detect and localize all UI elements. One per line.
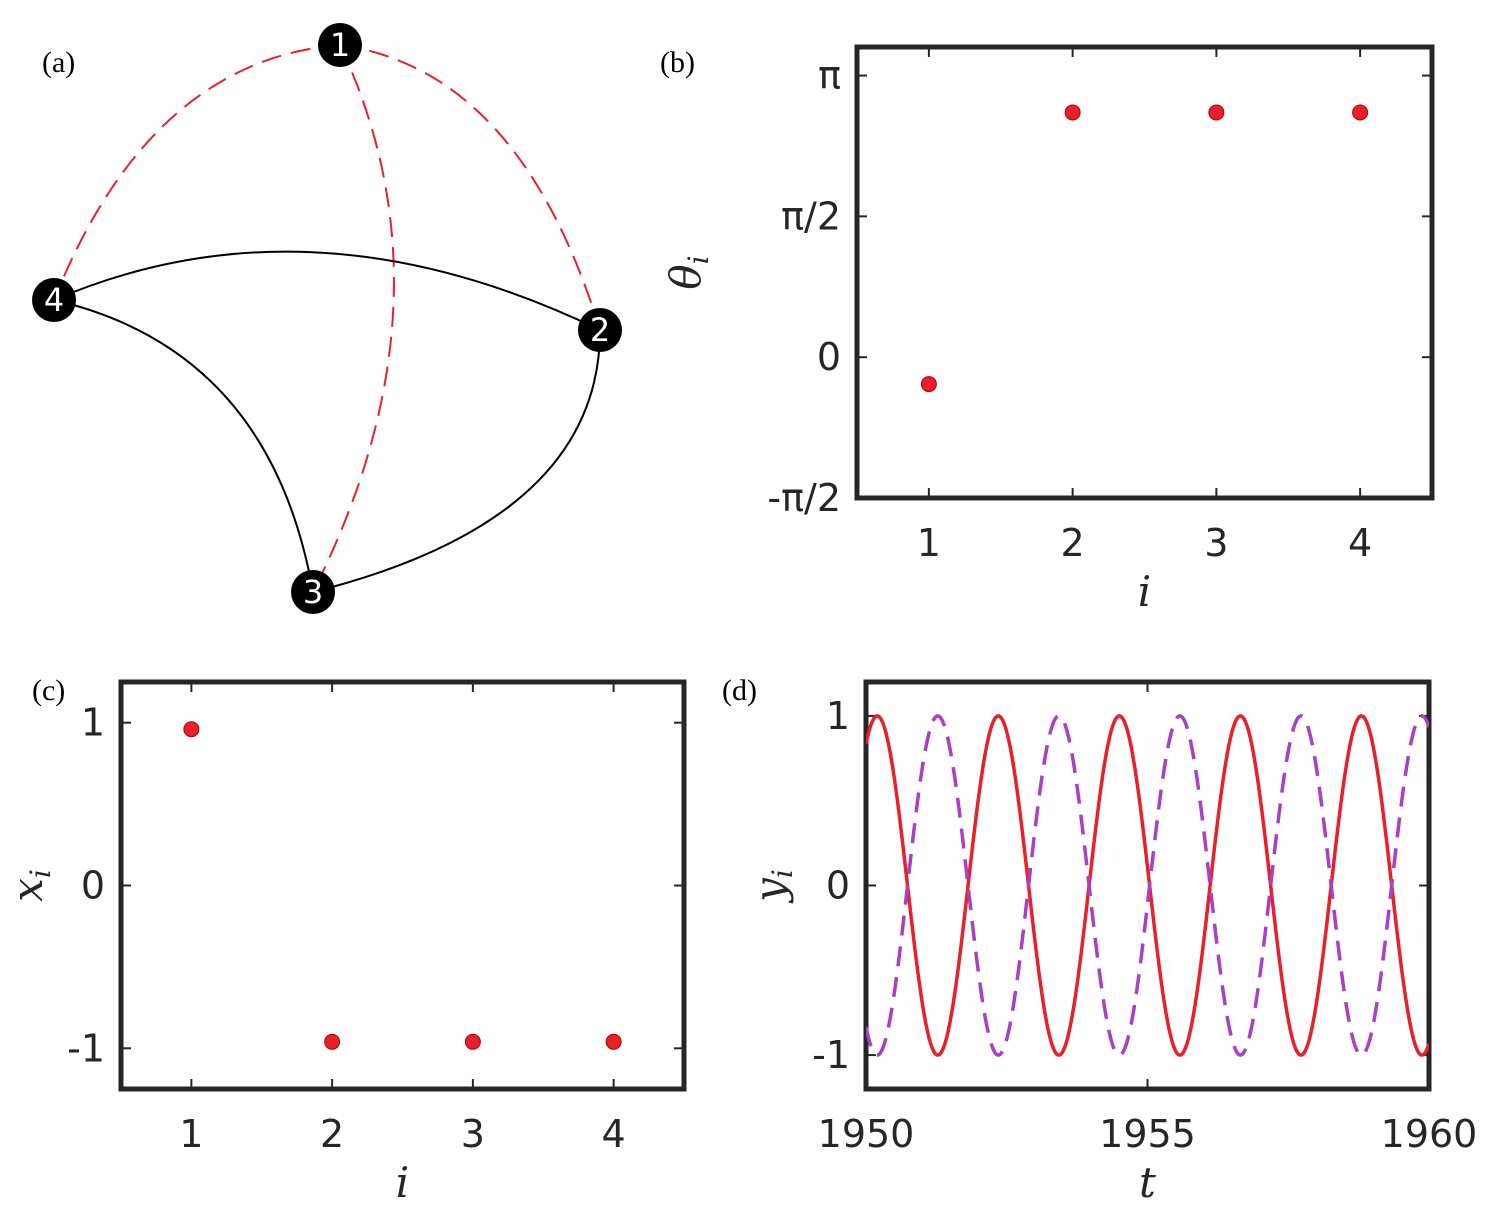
y-tick-label: -1 (812, 1033, 850, 1077)
data-point-b-1 (920, 376, 937, 393)
data-point-b-2 (1064, 104, 1081, 121)
data-point-c-3 (464, 1033, 481, 1050)
network-diagram: 1 2 3 4 (32, 23, 622, 614)
plot-frame (118, 679, 687, 1092)
x-tick-label: 1955 (1099, 1112, 1196, 1156)
y-tick-label: 1 (826, 694, 850, 738)
series-line-1 (866, 714, 1429, 1057)
x-tick-label: 1950 (818, 1112, 915, 1156)
y-tick-label: π/2 (781, 194, 841, 238)
x-tick-label: 4 (1348, 521, 1372, 565)
x-tick-label: 1960 (1381, 1112, 1478, 1156)
x-tick-label: 2 (1061, 521, 1085, 565)
network-edge-1-3 (312, 44, 395, 593)
data-point-c-2 (324, 1033, 341, 1050)
network-node-4 (32, 278, 76, 322)
network-edge-1-4 (53, 44, 341, 301)
y-axis-label: yi (745, 869, 799, 904)
network-node-3 (291, 570, 335, 614)
y-tick-label: -π/2 (767, 476, 841, 520)
x-tick-label: 3 (1204, 521, 1228, 565)
data-point-b-3 (1208, 104, 1225, 121)
data-point-b-4 (1352, 104, 1369, 121)
chart-c: 1 2 3 4 -1 0 1 i xi (3, 679, 687, 1207)
x-tick-label: 4 (602, 1112, 626, 1156)
chart-d: 1950 1955 1960 -1 0 1 t yi (745, 679, 1478, 1207)
panel-label-c: (c) (32, 674, 65, 707)
plot-frame (854, 44, 1435, 501)
network-node-label-1: 1 (330, 26, 350, 64)
data-point-c-1 (183, 721, 200, 738)
y-axis-label: xi (3, 869, 57, 902)
network-edge-4-2 (53, 250, 601, 331)
network-node-2 (578, 308, 622, 352)
y-tick-label: 0 (826, 864, 850, 908)
network-edge-1-2 (339, 44, 601, 331)
x-axis-label: i (396, 1158, 409, 1207)
network-edge-4-3 (53, 299, 314, 593)
panel-label-d: (d) (722, 674, 757, 707)
series-line-2 (866, 714, 1429, 1057)
x-tick-label: 3 (461, 1112, 485, 1156)
network-node-1 (318, 23, 362, 67)
y-axis-label: θi (661, 255, 715, 289)
panel-label-a: (a) (42, 46, 75, 79)
y-tick-label: 0 (81, 864, 105, 908)
network-edge-3-2 (312, 329, 601, 593)
y-tick-label: 0 (817, 335, 841, 379)
network-node-label-3: 3 (303, 573, 323, 611)
x-axis-label: t (1139, 1158, 1156, 1207)
x-tick-label: 2 (320, 1112, 344, 1156)
data-point-c-4 (605, 1033, 622, 1050)
network-node-label-4: 4 (44, 281, 64, 319)
x-tick-label: 1 (179, 1112, 203, 1156)
y-tick-label: 1 (81, 701, 105, 745)
y-tick-label: π (818, 54, 841, 98)
panel-label-b: (b) (660, 46, 695, 79)
y-tick-label: -1 (67, 1026, 105, 1070)
x-axis-label: i (1138, 567, 1151, 616)
chart-b: 1 2 3 4 -π/2 0 π/2 π i θi (661, 44, 1435, 616)
x-tick-label: 1 (917, 521, 941, 565)
network-node-label-2: 2 (590, 311, 610, 349)
